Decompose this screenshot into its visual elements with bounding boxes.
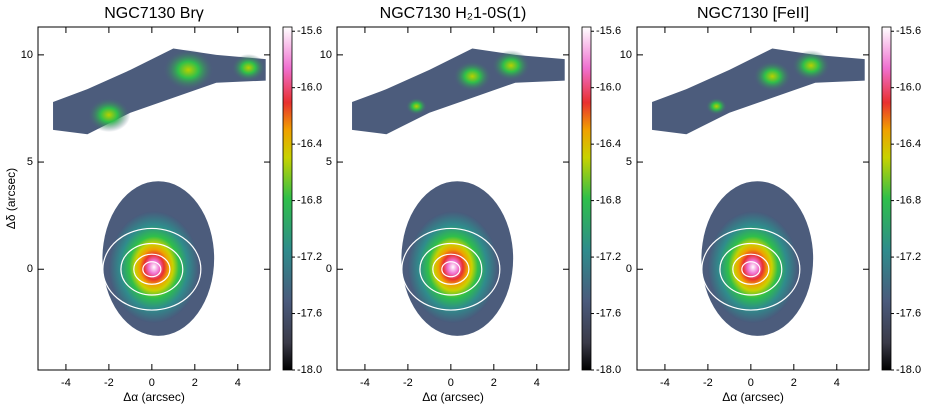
core xyxy=(407,211,499,323)
colorbar-tick-label: -16.8 xyxy=(896,195,921,207)
contour xyxy=(732,253,770,285)
contour xyxy=(432,253,470,285)
knot xyxy=(453,60,492,92)
x-tick-label: -4 xyxy=(360,377,370,389)
contour xyxy=(741,261,761,278)
plot-frame xyxy=(336,26,570,371)
y-tick-label: 0 xyxy=(626,263,632,275)
colorbar-tick-label: -16.4 xyxy=(896,138,921,150)
x-tick-label: -4 xyxy=(61,377,71,389)
colorbar-tick-label: -17.6 xyxy=(596,307,621,319)
colorbar-tick-label: -17.2 xyxy=(297,251,322,263)
contour xyxy=(401,227,501,311)
y-tick-label: 5 xyxy=(626,156,632,168)
core xyxy=(707,211,799,323)
colorbar-tick-label: -17.2 xyxy=(896,251,921,263)
emission-map xyxy=(53,48,266,336)
y-tick-label: 0 xyxy=(326,263,332,275)
colorbar-tick-label: -17.2 xyxy=(596,251,621,263)
contour xyxy=(701,227,801,311)
emission-map xyxy=(652,48,865,336)
colorbar-tick-label: -16.4 xyxy=(596,138,621,150)
y-tick-label: 10 xyxy=(21,49,33,61)
panel-title: NGC7130 Brγ xyxy=(104,5,204,22)
contour xyxy=(120,242,184,296)
x-tick-label: 0 xyxy=(448,377,454,389)
x-tick-label: 4 xyxy=(235,377,241,389)
x-tick-label: 2 xyxy=(491,377,497,389)
knot xyxy=(231,53,266,82)
knot xyxy=(405,97,428,115)
contour xyxy=(719,242,783,296)
y-tick-label: 10 xyxy=(320,49,332,61)
y-tick-label: 5 xyxy=(27,156,33,168)
x-tick-label: 2 xyxy=(192,377,198,389)
plot-frame xyxy=(37,26,271,371)
contour xyxy=(142,261,162,278)
colorbar-tick-label: -16.4 xyxy=(297,138,322,150)
x-tick-label: 2 xyxy=(791,377,797,389)
colorbar xyxy=(282,26,293,371)
upper-arm xyxy=(652,48,865,135)
x-axis-label: Δα (arcsec) xyxy=(123,390,185,404)
contour xyxy=(419,242,483,296)
colorbar-tick-label: -16.0 xyxy=(297,82,322,94)
colorbar-tick-label: -15.6 xyxy=(896,25,921,37)
contour xyxy=(441,261,461,278)
x-axis-label: Δα (arcsec) xyxy=(722,390,784,404)
x-tick-label: -2 xyxy=(703,377,713,389)
knot xyxy=(753,60,792,92)
knot xyxy=(791,50,831,82)
knot xyxy=(491,50,531,82)
colorbar-tick-label: -16.0 xyxy=(896,82,921,94)
colorbar-tick-label: -18.0 xyxy=(896,364,921,376)
colorbar-tick-label: -17.6 xyxy=(297,307,322,319)
contour xyxy=(102,227,202,311)
x-tick-label: 0 xyxy=(748,377,754,389)
panel-title: NGC7130 H₂1-0S(1) xyxy=(380,5,527,22)
contour xyxy=(133,253,171,285)
x-axis-label: Δα (arcsec) xyxy=(422,390,484,404)
emission-map xyxy=(352,48,565,336)
y-axis-label: Δδ (arcsec) xyxy=(4,168,18,229)
knot xyxy=(162,49,215,91)
colorbar-tick-label: -18.0 xyxy=(297,364,322,376)
x-tick-label: 4 xyxy=(534,377,540,389)
x-tick-label: 0 xyxy=(149,377,155,389)
plot-frame xyxy=(636,26,870,371)
colorbar-tick-label: -17.6 xyxy=(896,307,921,319)
x-tick-label: -2 xyxy=(403,377,413,389)
colorbar-tick-label: -15.6 xyxy=(297,25,322,37)
upper-arm xyxy=(352,48,565,135)
y-tick-label: 0 xyxy=(27,263,33,275)
knot xyxy=(705,97,728,115)
colorbar-tick-label: -15.6 xyxy=(596,25,621,37)
core xyxy=(108,211,200,323)
y-tick-label: 10 xyxy=(620,49,632,61)
y-tick-label: 5 xyxy=(326,156,332,168)
x-tick-label: 4 xyxy=(834,377,840,389)
colorbar-tick-label: -18.0 xyxy=(596,364,621,376)
x-tick-label: -2 xyxy=(104,377,114,389)
colorbar-tick-label: -16.8 xyxy=(596,195,621,207)
colorbar-tick-label: -16.0 xyxy=(596,82,621,94)
colorbar xyxy=(581,26,592,371)
panel-title: NGC7130 [FeII] xyxy=(697,5,809,22)
knot xyxy=(87,97,131,133)
colorbar-tick-label: -16.8 xyxy=(297,195,322,207)
x-tick-label: -4 xyxy=(660,377,670,389)
colorbar xyxy=(881,26,892,371)
